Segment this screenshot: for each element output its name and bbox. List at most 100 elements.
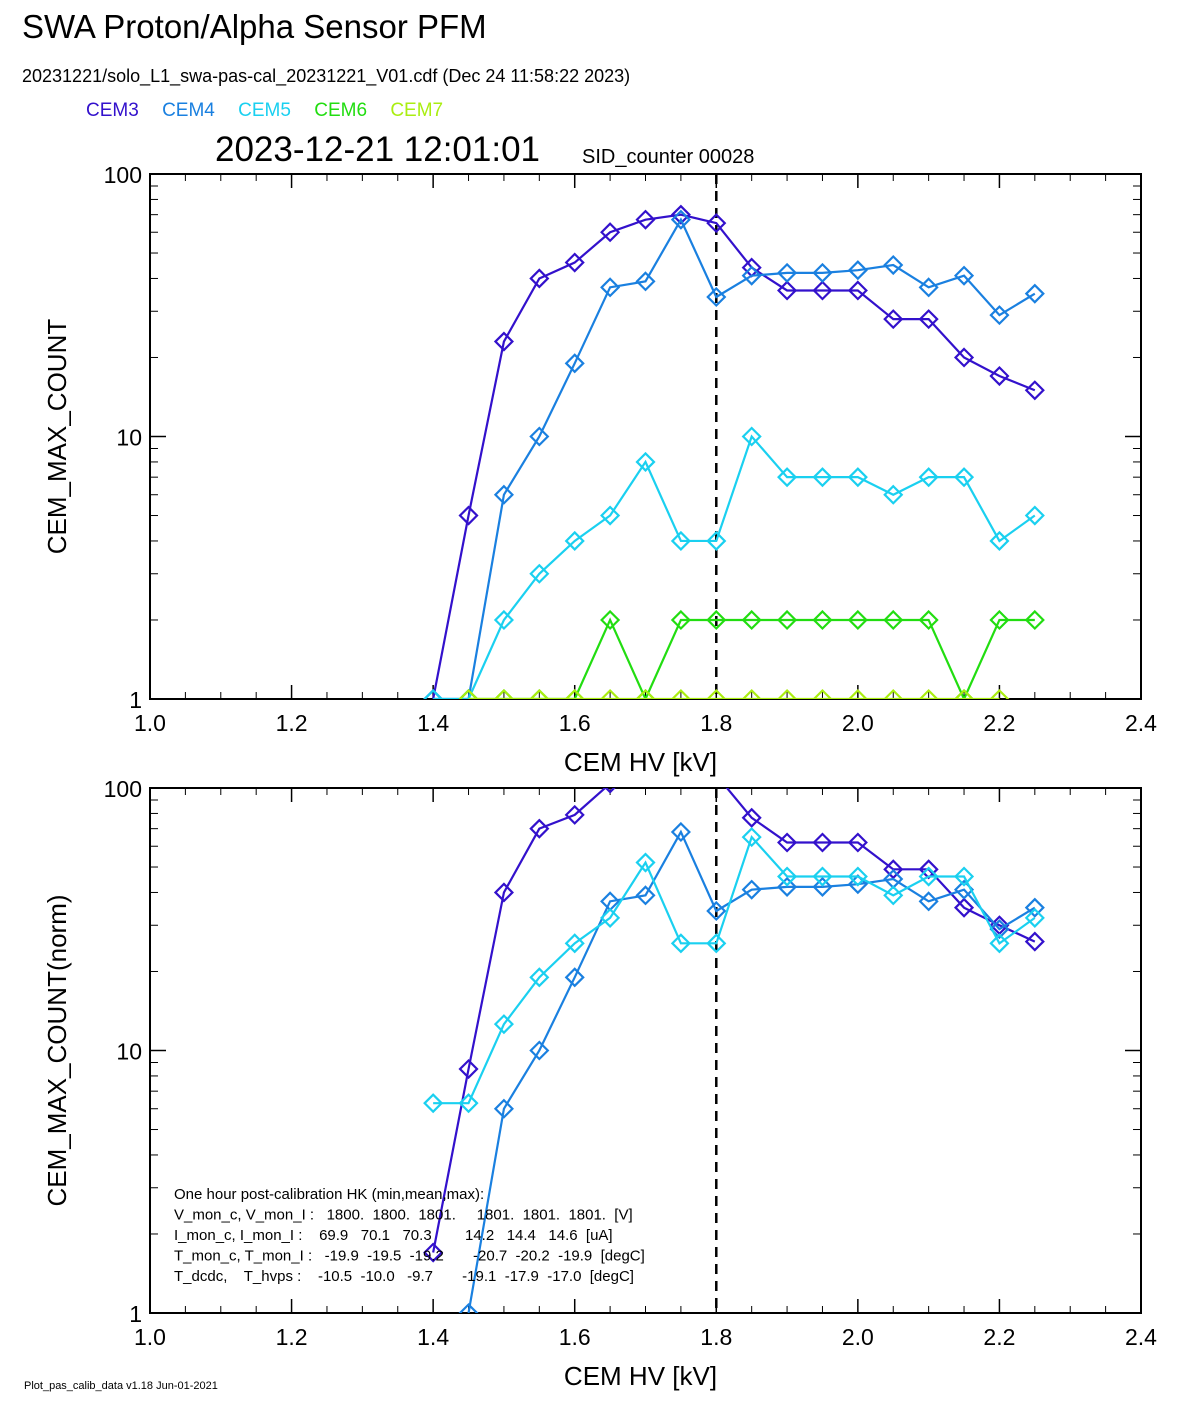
- data-point-cem3: [458, 1058, 479, 1080]
- data-point-cem3: [918, 309, 939, 330]
- data-point-cem4: [529, 1040, 550, 1061]
- data-point-cem4: [741, 879, 762, 900]
- data-point-cem4: [1024, 897, 1045, 918]
- data-point-cem7: [635, 688, 656, 699]
- data-point-cem3: [600, 222, 621, 243]
- data-point-cem4: [777, 262, 798, 283]
- data-point-cem5: [918, 866, 939, 887]
- data-point-cem7: [883, 688, 904, 699]
- data-point-cem3: [883, 309, 904, 330]
- data-point-cem5: [564, 530, 585, 552]
- data-point-cem6: [847, 609, 868, 631]
- data-point-cem3: [423, 1242, 444, 1263]
- data-point-cem4: [777, 876, 798, 897]
- data-point-cem7: [989, 688, 1010, 699]
- data-point-cem5: [989, 530, 1010, 552]
- data-point-cem3: [777, 280, 798, 301]
- data-point-cem5: [918, 467, 939, 488]
- data-point-cem4: [635, 271, 656, 292]
- data-point-cem3: [604, 788, 616, 794]
- data-point-cem6: [812, 609, 833, 631]
- data-point-cem5: [670, 530, 691, 552]
- data-point-cem6: [918, 609, 939, 631]
- data-point-cem4: [847, 874, 868, 895]
- x-tick-label: 1.2: [276, 710, 308, 736]
- x-tick-label: 1.2: [276, 1324, 308, 1350]
- data-point-cem3: [670, 204, 691, 225]
- y-axis-title: CEM_MAX_COUNT: [42, 319, 72, 555]
- data-point-cem5: [635, 451, 656, 472]
- data-point-cem7: [918, 688, 939, 699]
- data-point-cem3: [918, 859, 939, 880]
- x-tick-label: 1.0: [134, 710, 166, 736]
- data-point-cem7: [670, 688, 691, 699]
- data-point-cem7: [600, 688, 621, 699]
- data-point-cem4: [706, 900, 727, 922]
- data-point-cem5: [458, 1093, 479, 1114]
- x-tick-label: 2.2: [983, 710, 1015, 736]
- data-point-cem4: [883, 254, 904, 276]
- data-point-cem4: [847, 260, 868, 281]
- data-point-cem3: [458, 505, 479, 526]
- data-point-cem5: [600, 505, 621, 526]
- data-point-cem5: [812, 866, 833, 887]
- data-point-cem5: [883, 484, 904, 505]
- data-point-cem5: [529, 563, 550, 584]
- data-point-cem4: [670, 821, 691, 843]
- data-point-cem7: [458, 688, 479, 699]
- data-point-cem3: [847, 832, 868, 853]
- data-point-cem3: [812, 280, 833, 301]
- chart-title: SWA Proton/Alpha Sensor PFM: [22, 8, 487, 45]
- data-point-cem5: [706, 933, 727, 954]
- x-tick-label: 1.4: [417, 1324, 449, 1350]
- data-point-cem5: [953, 866, 975, 887]
- series-line-cem5: [433, 434, 1036, 699]
- x-tick-label: 1.4: [417, 710, 449, 736]
- data-point-cem4: [670, 209, 691, 230]
- y-axis-title: CEM_MAX_COUNT(norm): [42, 894, 72, 1206]
- data-point-cem4: [741, 265, 762, 286]
- hk-line: V_mon_c, V_mon_I : 1800. 1800. 1801. 180…: [174, 1207, 633, 1224]
- timestamp: 2023-12-21 12:01:01: [215, 130, 540, 169]
- data-point-cem7: [812, 688, 833, 699]
- data-point-cem4: [989, 919, 1010, 940]
- data-point-cem4: [1024, 283, 1045, 304]
- data-point-cem3: [529, 818, 550, 839]
- data-point-cem5: [883, 885, 904, 906]
- data-point-cem4: [635, 885, 656, 906]
- x-tick-label: 2.0: [842, 1324, 874, 1350]
- data-point-cem6: [883, 609, 904, 631]
- data-point-cem6: [600, 609, 621, 631]
- hk-line: One hour post-calibration HK (min,mean,m…: [174, 1186, 484, 1203]
- data-point-cem3: [777, 832, 798, 853]
- data-point-cem5: [741, 827, 762, 848]
- x-tick-label: 1.6: [559, 1324, 591, 1350]
- data-point-cem4: [600, 277, 621, 298]
- data-point-cem3: [1024, 931, 1045, 952]
- data-point-cem5: [1024, 907, 1045, 928]
- x-axis-title: CEM HV [kV]: [564, 1361, 717, 1391]
- data-point-cem4: [918, 277, 939, 298]
- hk-line: I_mon_c, I_mon_I : 69.9 70.1 70.3 14.2 1…: [174, 1227, 613, 1244]
- data-point-cem5: [847, 467, 868, 488]
- data-point-cem4: [953, 265, 975, 286]
- data-point-cem4: [812, 262, 833, 283]
- data-point-cem7: [847, 688, 868, 699]
- data-point-cem3: [529, 268, 550, 289]
- data-point-cem7: [493, 688, 514, 699]
- data-point-cem6: [741, 609, 762, 631]
- data-point-cem3: [493, 331, 514, 352]
- series-line-cem6: [468, 617, 1035, 699]
- data-point-cem5: [600, 907, 621, 928]
- series-line-cem4: [467, 829, 1036, 1313]
- legend: CEM3 CEM4 CEM5 CEM6 CEM7: [86, 100, 461, 122]
- data-point-cem4: [706, 286, 727, 308]
- data-point-cem7: [953, 688, 975, 699]
- x-tick-label: 1.8: [700, 1324, 732, 1350]
- y-tick-label: 100: [104, 162, 142, 188]
- data-point-cem5: [741, 426, 762, 447]
- data-point-cem5: [847, 866, 868, 887]
- y-tick-label: 100: [104, 776, 142, 802]
- series-line-cem4: [433, 217, 1036, 699]
